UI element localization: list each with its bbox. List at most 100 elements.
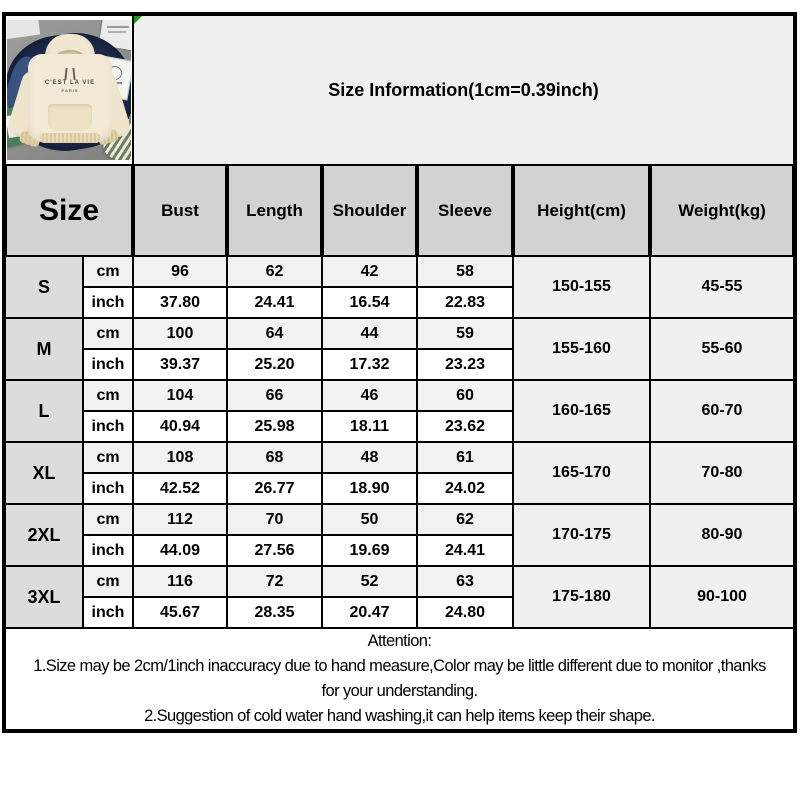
weight-range: 55-60 <box>649 317 795 381</box>
bust-inch: 42.52 <box>132 472 228 505</box>
bust-cm: 108 <box>132 441 228 474</box>
table-row-s-cm: S cm 96 62 42 58 150-155 45-55 <box>4 255 795 319</box>
height-range: 150-155 <box>512 255 651 319</box>
shoulder-cm: 44 <box>321 317 418 350</box>
table-row-m-cm: M cm 100 64 44 59 155-160 55-60 <box>4 317 795 381</box>
length-inch: 25.20 <box>226 348 323 381</box>
size-label-l: L <box>4 379 84 443</box>
product-photo: C'EST LA VIE PARIS <box>7 20 131 160</box>
title-cell: Size Information(1cm=0.39inch) <box>132 14 795 166</box>
header-row: Size Bust Length Shoulder Sleeve Height(… <box>4 164 795 257</box>
unit-label-inch: inch <box>82 534 134 567</box>
attention-heading: Attention: <box>367 632 432 650</box>
height-range: 170-175 <box>512 503 651 567</box>
table-row-s-inch: inch 37.80 24.41 16.54 22.83 <box>5 286 794 319</box>
sleeve-cm: 61 <box>416 441 514 474</box>
sleeve-cm: 60 <box>416 379 514 412</box>
length-cm: 68 <box>226 441 323 474</box>
bust-inch: 40.94 <box>132 410 228 443</box>
bust-inch: 37.80 <box>132 286 228 319</box>
attention-line-2: 2.Suggestion of cold water hand washing,… <box>144 707 655 725</box>
sleeve-cm: 62 <box>416 503 514 536</box>
shoulder-inch: 18.11 <box>321 410 418 443</box>
size-label-xl: XL <box>4 441 84 505</box>
sleeve-inch: 24.41 <box>416 534 514 567</box>
weight-range: 60-70 <box>649 379 795 443</box>
header-length: Length <box>226 164 323 257</box>
header-height: Height(cm) <box>512 164 651 257</box>
size-label-s: S <box>4 255 84 319</box>
green-corner-marker-icon <box>135 17 142 24</box>
unit-label-cm: cm <box>82 255 134 288</box>
page-title: Size Information(1cm=0.39inch) <box>328 79 599 100</box>
table-row-2xl-cm: 2XL cm 112 70 50 62 170-175 80-90 <box>4 503 795 567</box>
length-inch: 24.41 <box>226 286 323 319</box>
length-cm: 64 <box>226 317 323 350</box>
bust-inch: 45.67 <box>132 596 228 629</box>
attention-line-1: 1.Size may be 2cm/1inch inaccuracy due t… <box>33 657 766 675</box>
unit-label-cm: cm <box>82 441 134 474</box>
shoulder-inch: 16.54 <box>321 286 418 319</box>
shoulder-cm: 52 <box>321 565 418 598</box>
shoulder-cm: 50 <box>321 503 418 536</box>
table-row-2xl-inch: inch 44.09 27.56 19.69 24.41 <box>5 534 794 567</box>
paper-text-line <box>107 26 129 28</box>
bust-cm: 104 <box>132 379 228 412</box>
size-label-3xl: 3XL <box>4 565 84 629</box>
height-range: 160-165 <box>512 379 651 443</box>
table-row-m-inch: inch 39.37 25.20 17.32 23.23 <box>5 348 794 381</box>
sleeve-cm: 63 <box>416 565 514 598</box>
weight-range: 90-100 <box>649 565 795 629</box>
header-weight: Weight(kg) <box>649 164 795 257</box>
size-chart-sheet: C'EST LA VIE PARIS Size Information(1cm=… <box>2 12 797 733</box>
table-row-xl-inch: inch 42.52 26.77 18.90 24.02 <box>5 472 794 505</box>
table-row-l-cm: L cm 104 66 46 60 160-165 60-70 <box>4 379 795 443</box>
shoulder-inch: 20.47 <box>321 596 418 629</box>
length-cm: 66 <box>226 379 323 412</box>
unit-label-inch: inch <box>82 286 134 319</box>
size-label-m: M <box>4 317 84 381</box>
unit-label-cm: cm <box>82 317 134 350</box>
length-inch: 26.77 <box>226 472 323 505</box>
paper-text-line <box>108 31 126 33</box>
unit-label-inch: inch <box>82 472 134 505</box>
bust-inch: 44.09 <box>132 534 228 567</box>
attention-line-1-cont: for your understanding. <box>321 682 478 700</box>
header-bust: Bust <box>132 164 228 257</box>
bust-cm: 96 <box>132 255 228 288</box>
height-range: 175-180 <box>512 565 651 629</box>
weight-range: 80-90 <box>649 503 795 567</box>
hoodie-brand-text: C'EST LA VIE <box>44 80 96 86</box>
size-chart-table: C'EST LA VIE PARIS Size Information(1cm=… <box>4 14 795 731</box>
length-cm: 62 <box>226 255 323 288</box>
sleeve-cm: 58 <box>416 255 514 288</box>
length-inch: 25.98 <box>226 410 323 443</box>
shoulder-cm: 42 <box>321 255 418 288</box>
hoodie-pocket <box>48 104 92 131</box>
top-row: C'EST LA VIE PARIS Size Information(1cm=… <box>4 14 795 166</box>
unit-label-cm: cm <box>82 503 134 536</box>
header-sleeve: Sleeve <box>416 164 514 257</box>
product-photo-cell: C'EST LA VIE PARIS <box>4 14 134 166</box>
table-row-xl-cm: XL cm 108 68 48 61 165-170 70-80 <box>4 441 795 505</box>
shoulder-inch: 18.90 <box>321 472 418 505</box>
length-inch: 27.56 <box>226 534 323 567</box>
sleeve-inch: 23.23 <box>416 348 514 381</box>
bust-cm: 116 <box>132 565 228 598</box>
table-row-3xl-cm: 3XL cm 116 72 52 63 175-180 90-100 <box>4 565 795 629</box>
sleeve-cm: 59 <box>416 317 514 350</box>
sleeve-inch: 22.83 <box>416 286 514 319</box>
unit-label-cm: cm <box>82 565 134 598</box>
size-label-2xl: 2XL <box>4 503 84 567</box>
sleeve-inch: 24.80 <box>416 596 514 629</box>
sleeve-inch: 23.62 <box>416 410 514 443</box>
bust-inch: 39.37 <box>132 348 228 381</box>
unit-label-inch: inch <box>82 348 134 381</box>
shoulder-inch: 19.69 <box>321 534 418 567</box>
header-size: Size <box>4 164 134 257</box>
attention-note: Attention: 1.Size may be 2cm/1inch inacc… <box>4 627 795 731</box>
shoulder-cm: 46 <box>321 379 418 412</box>
shoulder-inch: 17.32 <box>321 348 418 381</box>
unit-label-cm: cm <box>82 379 134 412</box>
hoodie-hem <box>40 133 100 143</box>
